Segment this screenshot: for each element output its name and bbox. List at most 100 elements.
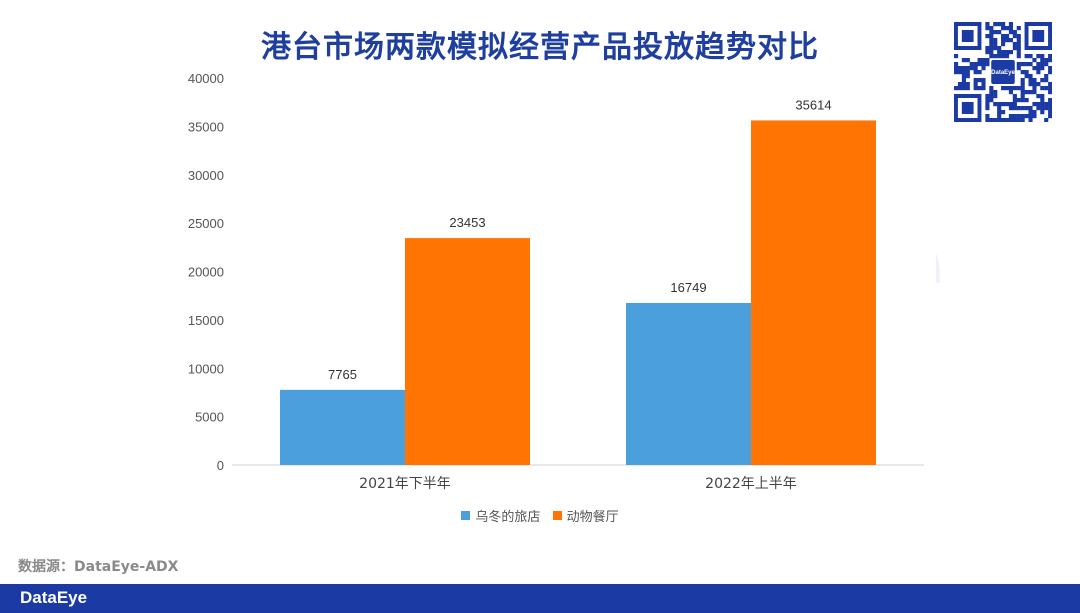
qr-module	[1001, 22, 1006, 27]
qr-module	[1012, 98, 1017, 103]
qr-module	[961, 82, 966, 87]
y-tick-label: 5000	[195, 410, 224, 425]
qr-module	[993, 38, 998, 43]
qr-module	[973, 62, 978, 67]
qr-module	[1044, 102, 1049, 107]
data-label: 16749	[670, 280, 706, 295]
qr-module	[989, 38, 994, 43]
qr-module	[1016, 50, 1021, 55]
qr-logo	[991, 60, 1015, 84]
qr-module	[1008, 50, 1013, 55]
qr-module	[1036, 106, 1041, 111]
qr-module	[1001, 86, 1006, 91]
qr-module	[1024, 90, 1029, 95]
qr-module	[973, 78, 978, 83]
qr-module	[954, 54, 959, 59]
qr-module	[989, 26, 994, 31]
qr-module	[1024, 106, 1029, 111]
qr-module	[973, 70, 978, 75]
qr-module	[981, 58, 986, 63]
data-source-note: 数据源：DataEye-ADX	[18, 559, 179, 575]
qr-module	[1004, 26, 1010, 31]
qr-module	[989, 42, 994, 47]
qr-module	[969, 66, 974, 71]
legend-label-series-2: 动物餐厅	[566, 510, 619, 525]
qr-module	[1012, 94, 1017, 99]
qr-module	[961, 58, 966, 63]
qr-finder-core	[961, 102, 974, 114]
y-tick-label: 35000	[188, 119, 224, 134]
qr-module	[1024, 70, 1029, 75]
qr-module	[1016, 118, 1021, 122]
qr-module	[969, 62, 974, 67]
qr-module	[1028, 114, 1033, 119]
qr-module	[1016, 106, 1021, 111]
qr-module	[1048, 98, 1052, 103]
qr-module	[1008, 102, 1013, 107]
qr-module	[1016, 98, 1021, 103]
qr-module	[1008, 118, 1013, 122]
qr-module	[1044, 58, 1049, 63]
data-label: 7765	[328, 367, 357, 382]
qr-module	[965, 66, 970, 71]
qr-module	[1020, 94, 1025, 99]
qr-module	[1001, 110, 1006, 115]
qr-module	[985, 94, 990, 99]
legend-item-series-2[interactable]: 动物餐厅	[552, 506, 619, 525]
qr-module	[1032, 82, 1037, 87]
qr-module	[985, 34, 990, 39]
bar-2-2	[751, 120, 876, 465]
qr-module	[1028, 110, 1033, 115]
qr-module	[1044, 86, 1049, 91]
qr-module	[985, 22, 990, 27]
qr-module	[1040, 86, 1045, 91]
qr-module	[1016, 66, 1021, 71]
qr-module	[985, 114, 990, 119]
qr-module	[993, 54, 998, 59]
data-label: 23453	[449, 215, 485, 230]
legend-item-series-1[interactable]: 乌冬的旅店	[461, 506, 540, 525]
legend-swatch-series-2	[552, 511, 562, 520]
qr-module	[989, 54, 994, 59]
qr-module	[989, 86, 994, 91]
qr-module	[1001, 54, 1006, 59]
bar-1-1	[280, 389, 405, 465]
y-tick-label: 15000	[188, 313, 224, 328]
qr-module	[1016, 34, 1021, 39]
data-label: 35614	[795, 97, 831, 112]
qr-module	[985, 26, 990, 31]
qr-module	[993, 90, 998, 95]
qr-module	[973, 66, 978, 71]
qr-module	[1032, 110, 1037, 115]
qr-module	[1048, 110, 1052, 115]
qr-module	[997, 110, 1002, 115]
qr-module	[973, 82, 978, 87]
chart-area: 0 5000 10000 15000 20000 25000 30000 35000 40000…	[178, 64, 936, 532]
qr-module	[954, 70, 959, 75]
qr-module	[1001, 50, 1006, 55]
qr-module	[1032, 66, 1037, 71]
qr-module	[965, 74, 970, 79]
qr-module	[1024, 74, 1029, 79]
qr-module	[997, 118, 1002, 122]
legend-swatch-series-1	[461, 511, 471, 520]
qr-module	[1012, 34, 1017, 39]
qr-module	[1008, 38, 1013, 43]
qr-module	[1008, 26, 1013, 31]
qr-module	[985, 50, 990, 55]
qr-module	[1036, 66, 1041, 71]
qr-module	[985, 62, 990, 67]
qr-module	[1048, 54, 1052, 59]
qr-module	[1044, 118, 1049, 122]
qr-module	[1012, 118, 1017, 122]
qr-module	[1001, 42, 1006, 47]
qr-module	[989, 118, 994, 122]
qr-module	[1040, 102, 1045, 107]
qr-module	[985, 98, 990, 103]
qr-module	[1004, 54, 1010, 59]
x-tick-label: 2022年上半年	[705, 476, 797, 492]
qr-module	[954, 62, 959, 67]
qr-module	[985, 46, 990, 51]
qr-module	[1020, 86, 1025, 91]
qr-module	[1044, 62, 1049, 67]
